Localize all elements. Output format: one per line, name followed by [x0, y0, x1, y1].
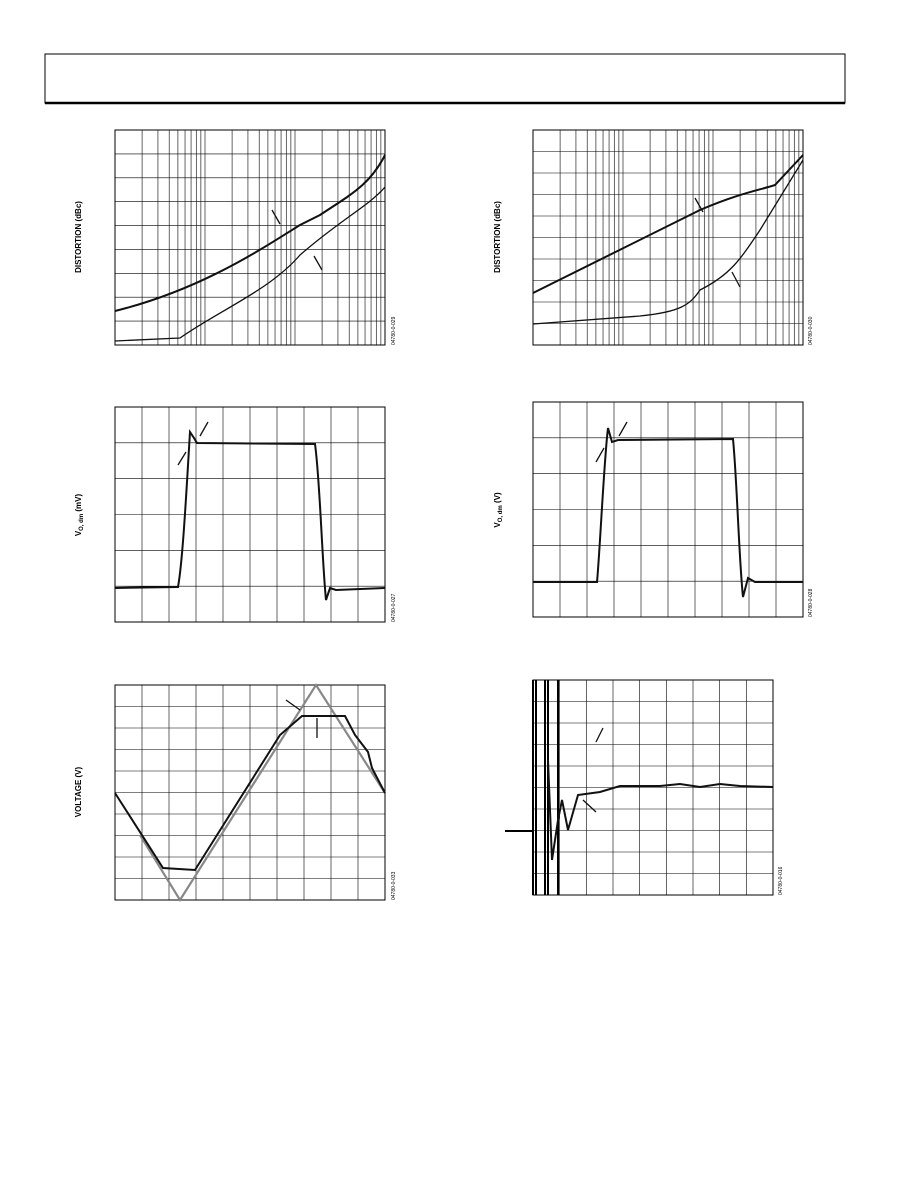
label-main: V — [493, 522, 502, 528]
curve — [139, 682, 386, 903]
arrow — [177, 421, 209, 466]
plot-frame — [532, 401, 804, 618]
y-axis-label: VO, dm (mV) — [74, 493, 85, 536]
y-axis-label: VOLTAGE (V) — [74, 766, 83, 817]
curve — [532, 154, 804, 294]
plot-frame — [532, 129, 804, 346]
y-axis-label: VO, dm (V) — [493, 492, 504, 528]
plot-curves — [114, 154, 804, 903]
curve — [533, 427, 803, 598]
figure-code: 04780-0-016 — [778, 866, 784, 895]
y-axis-label: DISTORTION (dBc) — [74, 201, 83, 273]
label-sub: O, dm — [79, 514, 85, 531]
figure-code: 04780-0-033 — [391, 871, 397, 900]
plot-frame — [114, 129, 386, 346]
arrow — [694, 197, 741, 288]
figure-code: 04780-0-030 — [808, 316, 814, 345]
arrow — [271, 209, 323, 271]
arrow — [582, 727, 604, 813]
arrow — [595, 421, 628, 463]
grids — [114, 129, 804, 901]
curve — [114, 154, 386, 312]
header-box — [44, 53, 846, 104]
label-main: V — [74, 530, 83, 536]
figure-code: 04780-0-029 — [391, 316, 397, 345]
arrow — [285, 699, 318, 738]
curve — [505, 680, 559, 895]
label-sub: O, dm — [498, 505, 504, 522]
figure-code: 04780-0-027 — [391, 593, 397, 622]
label-unit: (mV) — [74, 493, 83, 513]
label-unit: (V) — [493, 492, 502, 505]
figure-code: 04780-0-028 — [808, 588, 814, 617]
y-axis-label: DISTORTION (dBc) — [493, 201, 502, 273]
curve — [547, 759, 774, 861]
curve — [114, 186, 386, 342]
curve — [532, 159, 804, 325]
curve — [114, 428, 386, 601]
plot-frame — [114, 406, 386, 623]
curve — [114, 715, 386, 872]
